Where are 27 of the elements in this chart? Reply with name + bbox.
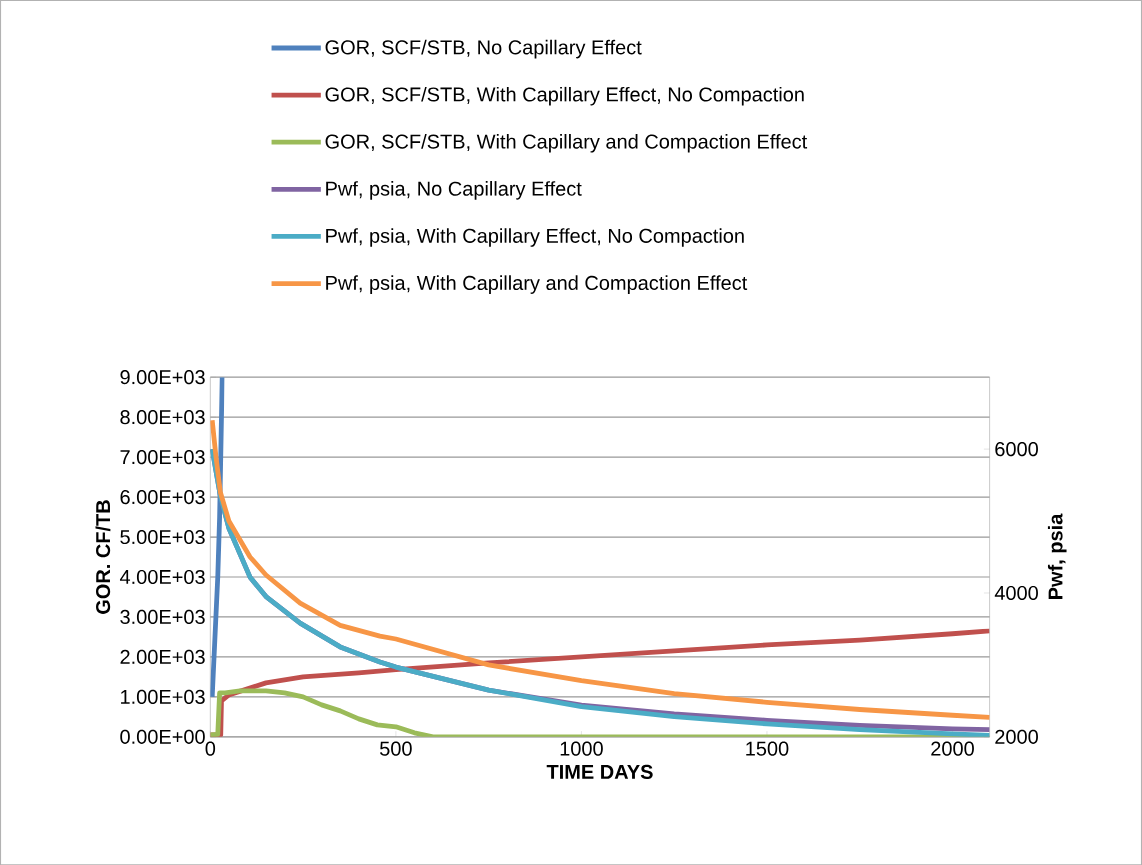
- y-tick-label: 5.00E+03: [120, 529, 205, 544]
- y-tick-label: 1.00E+03: [121, 689, 205, 704]
- y-tick-label: 3.00E+03: [120, 609, 205, 624]
- y2-tick-label: 4000: [994, 585, 1038, 600]
- x-tick-label: 2000: [931, 741, 974, 756]
- y-tick-label: 4.00E+03: [119, 569, 205, 584]
- legend-label: GOR, SCF/STB, With Capillary Effect, No Compaction: [325, 86, 804, 106]
- y-tick-label: 9.00E+03: [120, 369, 205, 385]
- y2-axis-title: Pwf, psia: [1047, 513, 1067, 599]
- legend-label: Pwf, psia, No Capillary Effect: [326, 180, 582, 200]
- y-tick-label: 7.00E+03: [120, 449, 205, 465]
- y2-tick-label: 2000: [995, 729, 1038, 744]
- legend-label: GOR, SCF/STB, With Capillary and Compaction Effect: [325, 133, 808, 153]
- legend-label: GOR, SCF/STB, No Capillary Effect: [325, 39, 642, 59]
- x-tick-label: 1000: [560, 741, 603, 756]
- legend-label: Pwf, psia, With Capillary Effect, No Compaction: [326, 228, 744, 247]
- y-tick-label: 8.00E+03: [120, 409, 205, 425]
- y-tick-label: 0.00E+00: [120, 729, 205, 744]
- y-tick-label: 2.00E+03: [120, 649, 205, 664]
- x-tick-label: 1500: [746, 741, 789, 756]
- x-tick-label: 500: [380, 741, 412, 756]
- y2-tick-label: 6000: [995, 441, 1038, 457]
- x-axis-title: TIME DAYS: [546, 764, 653, 779]
- legend-label: Pwf, psia, With Capillary and Compaction Effect: [326, 275, 748, 294]
- y-axis-title: GOR. CF/TB: [95, 500, 111, 614]
- y-tick-label: 6.00E+03: [120, 489, 205, 505]
- x-tick-label: 0: [205, 741, 216, 756]
